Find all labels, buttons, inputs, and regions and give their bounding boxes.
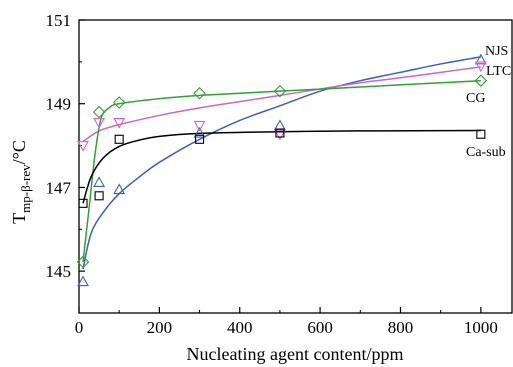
x-tick-label: 0	[75, 318, 84, 337]
fit-curve-ltc	[82, 66, 481, 143]
x-tick-label: 400	[227, 318, 253, 337]
data-point-njs	[113, 183, 126, 195]
series-label-cg: CG	[466, 91, 485, 106]
y-axis-title: Tmp-β-rev/°C	[9, 140, 33, 224]
y-tick-label: 145	[46, 262, 72, 281]
data-point-ca-sub	[114, 134, 124, 144]
data-point-njs	[77, 275, 89, 287]
data-point-ltc	[113, 118, 126, 129]
data-point-ltc	[93, 118, 106, 129]
y-tick-label: 147	[46, 178, 72, 197]
series-label-ca-sub: Ca-sub	[466, 145, 506, 160]
y-tick-label: 149	[46, 95, 72, 114]
data-point-ca-sub	[275, 128, 285, 138]
y-axis-title-sub: mp-β-rev	[18, 164, 33, 213]
plot-frame	[78, 19, 513, 314]
data-markers	[76, 53, 488, 287]
plot-area-border	[78, 19, 513, 314]
axis-ticks: 0 200 400 600 800 1000 145 147 149 151	[46, 11, 498, 337]
data-point-ca-sub	[94, 191, 104, 201]
y-axis-title-unit: /°C	[9, 140, 29, 164]
series-label-njs: NJS	[485, 44, 508, 59]
data-point-cg	[273, 84, 287, 98]
y-tick-label: 151	[46, 11, 72, 30]
fit-curve-ca-sub	[82, 129, 481, 204]
y-axis-title-base: T	[9, 213, 29, 224]
x-axis-title: Nucleating agent content/ppm	[187, 344, 404, 364]
x-tick-label: 1000	[464, 318, 498, 337]
data-point-cg	[112, 96, 126, 109]
data-point-njs	[193, 126, 206, 138]
data-point-njs	[474, 53, 487, 65]
data-point-cg	[92, 105, 106, 119]
data-point-cg	[474, 74, 488, 87]
data-point-ltc	[273, 129, 286, 141]
data-point-ca-sub	[476, 129, 486, 139]
data-point-njs	[93, 176, 106, 187]
x-tick-label: 600	[307, 318, 333, 337]
x-tick-label: 200	[147, 318, 173, 337]
data-point-ca-sub	[195, 134, 205, 144]
data-point-ltc	[77, 141, 89, 152]
data-point-cg	[76, 255, 90, 269]
x-tick-label: 800	[388, 318, 414, 337]
data-point-njs	[273, 119, 286, 131]
data-point-cg	[193, 86, 206, 100]
data-point-ca-sub	[78, 198, 88, 208]
fit-curve-cg	[82, 79, 481, 263]
data-point-ltc	[193, 120, 206, 132]
fit-curve-njs	[82, 56, 481, 270]
data-point-ltc	[474, 61, 487, 73]
fit-curves	[82, 56, 481, 270]
series-label-ltc: LTC	[486, 64, 511, 79]
